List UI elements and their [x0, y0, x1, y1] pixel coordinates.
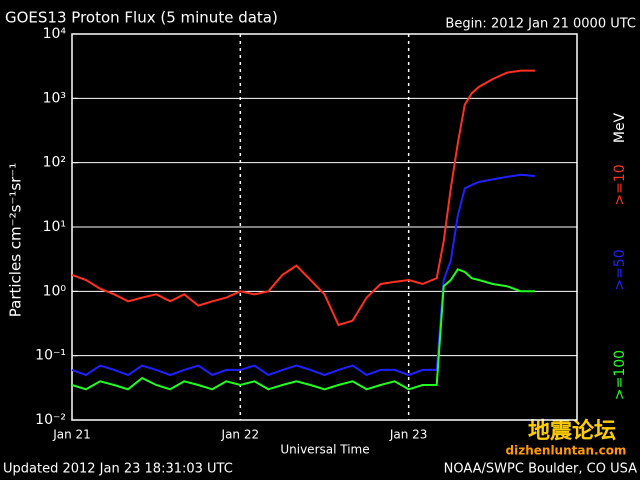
watermark: dizhenluntan.com: [506, 444, 627, 458]
y-tick-label: 10²: [43, 155, 66, 171]
x-tick-label: Jan 21: [52, 428, 91, 442]
y-axis-label: Particles cm⁻²s⁻¹sr⁻¹: [7, 163, 25, 317]
watermark: 地震论坛: [528, 418, 616, 444]
x-tick-label: Jan 22: [221, 428, 260, 442]
y-tick-label: 10⁴: [43, 26, 67, 42]
data-line: [71, 268, 535, 391]
y-tick-label: 10⁻¹: [35, 348, 66, 364]
data-line: [71, 69, 535, 327]
x-tick-label: Jan 23: [389, 428, 428, 442]
legend-entry: >=10: [612, 164, 628, 205]
y-tick-label: 10⁻²: [35, 412, 66, 428]
footer-left: Updated 2012 Jan 23 18:31:03 UTC: [3, 462, 233, 477]
y-tick-label: 10¹: [43, 219, 66, 235]
x-axis-label: Universal Time: [280, 443, 369, 457]
footer-right: NOAA/SWPC Boulder, CO USA: [444, 462, 637, 477]
plot-frame: [71, 33, 578, 421]
y-tick-label: 10³: [43, 90, 66, 106]
legend-entry: >=100: [612, 350, 628, 400]
chart-title: GOES13 Proton Flux (5 minute data): [5, 9, 278, 27]
legend-entry: >=50: [612, 249, 628, 290]
y-tick-label: 10⁰: [43, 283, 67, 299]
chart-subtitle: Begin: 2012 Jan 21 0000 UTC: [445, 17, 636, 32]
legend-unit: MeV: [612, 112, 628, 143]
data-line: [71, 173, 535, 377]
